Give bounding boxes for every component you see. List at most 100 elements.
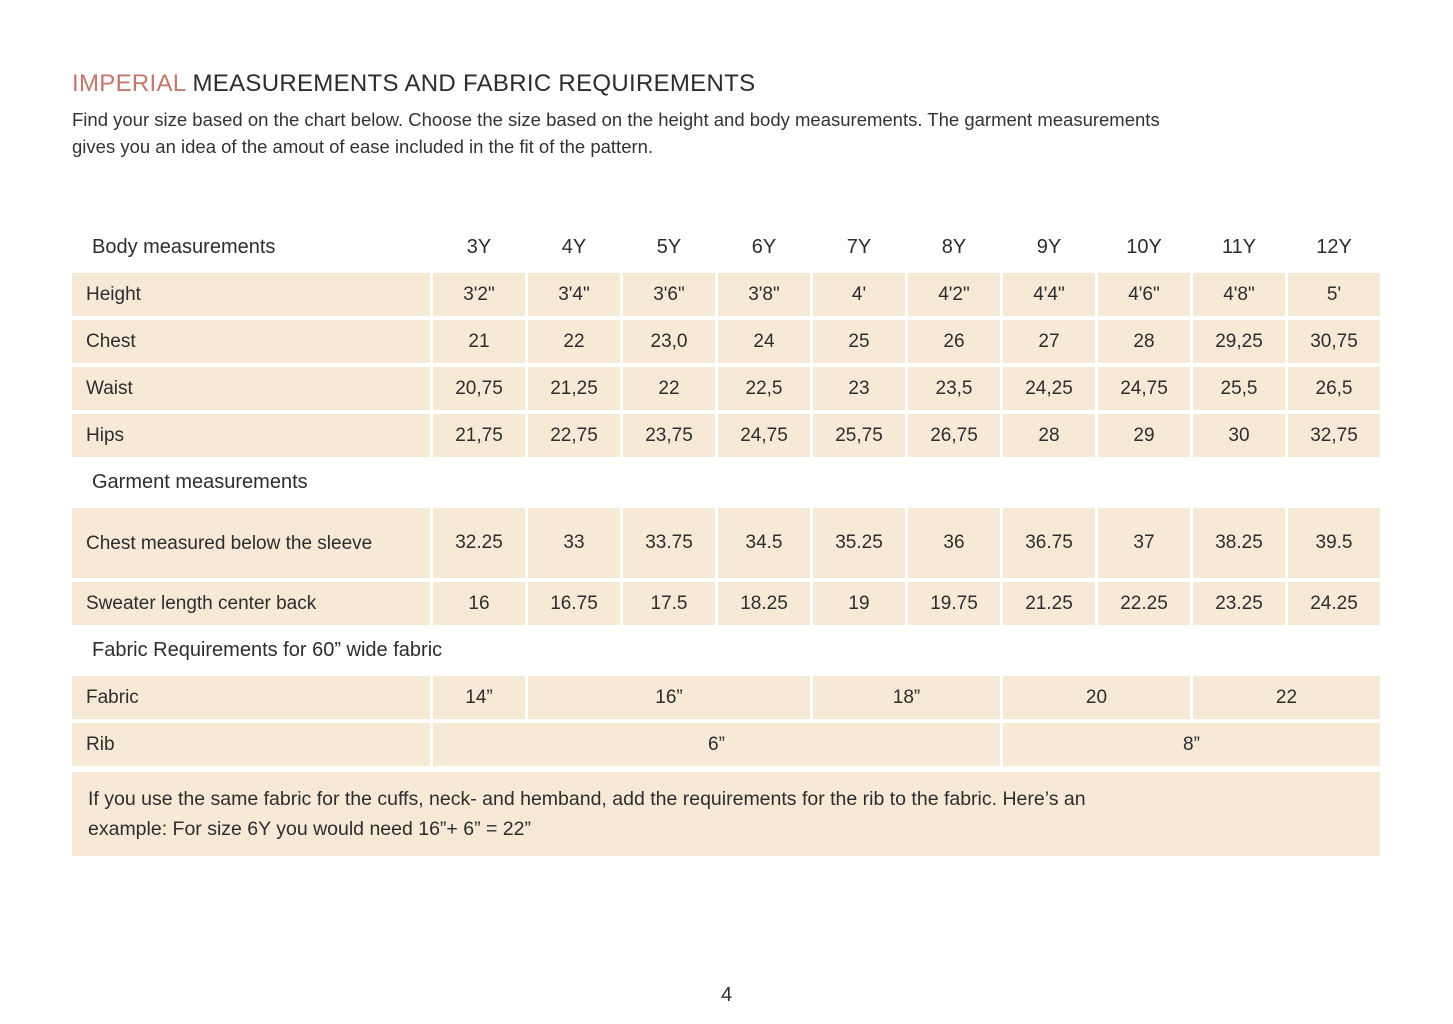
table-cell: 21,25 (528, 367, 620, 410)
table-cell: 36 (908, 508, 1000, 578)
table-cell: 18.25 (718, 582, 810, 625)
table-cell: 17.5 (623, 582, 715, 625)
table-cell: 28 (1003, 414, 1095, 457)
measurement-table: Body measurements 3Y 4Y 5Y 6Y 7Y 8Y 9Y 1… (72, 226, 1380, 766)
table-cell: 4'6" (1098, 273, 1190, 316)
table-cell: 23.25 (1193, 582, 1285, 625)
table-cell: 23,75 (623, 414, 715, 457)
size-header: 12Y (1316, 236, 1352, 258)
height-row-label: Height (72, 273, 430, 316)
fabric-section-header: Fabric Requirements for 60” wide fabric (92, 639, 443, 661)
table-cell: 14” (433, 676, 525, 719)
table-cell: 27 (1003, 320, 1095, 363)
table-cell: 24 (718, 320, 810, 363)
table-cell: 16 (433, 582, 525, 625)
table-cell: 26,5 (1288, 367, 1380, 410)
column-header-body-measurements: Body measurements (92, 236, 276, 258)
table-cell: 29 (1098, 414, 1190, 457)
table-cell: 35.25 (813, 508, 905, 578)
table-cell: 19.75 (908, 582, 1000, 625)
table-cell: 30,75 (1288, 320, 1380, 363)
size-header: 6Y (751, 236, 777, 258)
chest-row-label: Chest (72, 320, 430, 363)
table-cell: 22 (1193, 676, 1380, 719)
table-cell: 16.75 (528, 582, 620, 625)
table-cell: 37 (1098, 508, 1190, 578)
intro-text: Find your size based on the chart below.… (72, 106, 1380, 160)
table-cell: 23,0 (623, 320, 715, 363)
waist-row-label: Waist (72, 367, 430, 410)
table-cell: 20,75 (433, 367, 525, 410)
table-cell: 4'2" (908, 273, 1000, 316)
hips-row-label: Hips (72, 414, 430, 457)
page-number: 4 (720, 984, 733, 1006)
table-cell: 20 (1003, 676, 1190, 719)
chest-below-sleeve-row-label: Chest measured below the sleeve (72, 508, 430, 578)
table-cell: 32.25 (433, 508, 525, 578)
garment-section-header: Garment measurements (92, 471, 308, 493)
table-cell: 18” (813, 676, 1000, 719)
table-cell: 22,75 (528, 414, 620, 457)
page-title: IMPERIAL MEASUREMENTS AND FABRIC REQUIRE… (72, 70, 1380, 98)
document-page: IMPERIAL MEASUREMENTS AND FABRIC REQUIRE… (72, 70, 1380, 856)
table-cell: 3'2" (433, 273, 525, 316)
table-cell: 29,25 (1193, 320, 1285, 363)
table-cell: 23 (813, 367, 905, 410)
table-cell: 25 (813, 320, 905, 363)
table-cell: 6” (433, 723, 1000, 766)
table-cell: 22 (623, 367, 715, 410)
table-cell: 38.25 (1193, 508, 1285, 578)
intro-line-2: gives you an idea of the amout of ease i… (72, 136, 654, 157)
table-cell: 32,75 (1288, 414, 1380, 457)
table-cell: 25,5 (1193, 367, 1285, 410)
table-cell: 23,5 (908, 367, 1000, 410)
size-header: 10Y (1126, 236, 1162, 258)
fabric-note: If you use the same fabric for the cuffs… (72, 772, 1380, 856)
table-cell: 8” (1003, 723, 1380, 766)
table-cell: 21 (433, 320, 525, 363)
table-cell: 4'4" (1003, 273, 1095, 316)
table-cell: 19 (813, 582, 905, 625)
size-header: 5Y (656, 236, 682, 258)
table-cell: 28 (1098, 320, 1190, 363)
title-rest: MEASUREMENTS AND FABRIC REQUIREMENTS (185, 70, 756, 97)
table-cell: 36.75 (1003, 508, 1095, 578)
size-header: 3Y (466, 236, 492, 258)
title-accent: IMPERIAL (72, 70, 186, 97)
table-cell: 26 (908, 320, 1000, 363)
size-header: 7Y (846, 236, 872, 258)
size-header: 11Y (1221, 236, 1257, 258)
table-cell: 33.75 (623, 508, 715, 578)
table-cell: 5' (1288, 273, 1380, 316)
table-cell: 22,5 (718, 367, 810, 410)
table-cell: 4' (813, 273, 905, 316)
table-cell: 30 (1193, 414, 1285, 457)
size-header: 4Y (561, 236, 587, 258)
table-cell: 26,75 (908, 414, 1000, 457)
table-cell: 3'6" (623, 273, 715, 316)
note-line-1: If you use the same fabric for the cuffs… (88, 788, 1086, 810)
table-cell: 3'8" (718, 273, 810, 316)
table-cell: 3'4" (528, 273, 620, 316)
note-line-2: example: For size 6Y you would need 16”+… (88, 818, 531, 840)
table-cell: 34.5 (718, 508, 810, 578)
rib-row-label: Rib (72, 723, 430, 766)
table-cell: 24,75 (1098, 367, 1190, 410)
size-header: 8Y (941, 236, 967, 258)
table-cell: 22 (528, 320, 620, 363)
table-cell: 24,25 (1003, 367, 1095, 410)
table-cell: 39.5 (1288, 508, 1380, 578)
table-cell: 16” (528, 676, 810, 719)
intro-line-1: Find your size based on the chart below.… (72, 109, 1160, 130)
table-cell: 4'8" (1193, 273, 1285, 316)
size-header: 9Y (1036, 236, 1062, 258)
table-cell: 21,75 (433, 414, 525, 457)
fabric-row-label: Fabric (72, 676, 430, 719)
table-cell: 21.25 (1003, 582, 1095, 625)
sweater-length-row-label: Sweater length center back (72, 582, 430, 625)
table-cell: 33 (528, 508, 620, 578)
table-cell: 24.25 (1288, 582, 1380, 625)
table-cell: 25,75 (813, 414, 905, 457)
table-cell: 22.25 (1098, 582, 1190, 625)
table-cell: 24,75 (718, 414, 810, 457)
